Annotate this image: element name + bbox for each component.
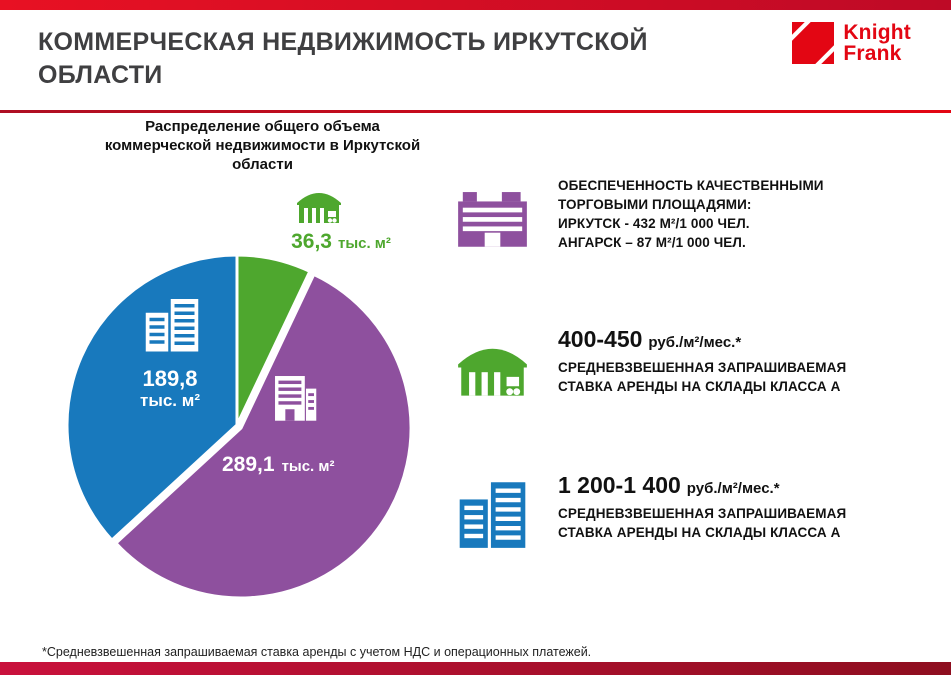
city-buildings-icon [455,476,530,551]
knight-frank-logo-icon [792,22,835,64]
office-building-icon [267,368,322,423]
green-slice-value: 36,3 [291,230,332,253]
green-slice-unit: тыс. м² [337,235,391,252]
footnote: *Средневзвешенная запрашиваемая ставка а… [42,645,592,659]
pie-label-purple: 289,1 тыс. м² [222,453,392,477]
pie-chart [65,253,413,600]
warehouse-icon [455,330,530,405]
shopping-mall-icon [455,178,530,253]
office-rate-desc: СРЕДНЕВЗВЕШЕННАЯ ЗАПРАШИВАЕМАЯ СТАВКА АР… [558,506,847,540]
retail-provision-text: ОБЕСПЕЧЕННОСТЬ КАЧЕСТВЕННЫМИ ТОРГОВЫМИ П… [558,178,824,250]
purple-slice-unit: тыс. м² [281,458,335,475]
logo-word-knight: Knight [843,21,911,44]
blue-slice-unit: тыс. м² [140,391,200,411]
purple-slice-value: 289,1 [222,453,275,476]
pie-label-green: 36,3 тыс. м² [266,230,416,254]
logo-word-frank: Frank [843,42,902,65]
header-divider [0,110,951,113]
top-red-bar [0,0,951,10]
knight-frank-logo: Knight Frank [792,22,911,64]
knight-frank-logo-text: Knight Frank [843,22,911,64]
warehouse-rate-value: 400-450 руб./м²/мес.* [558,326,742,352]
bottom-red-bar [0,662,951,675]
pie-label-blue: 189,8 тыс. м² [105,366,235,411]
city-buildings-icon [142,294,202,354]
blue-slice-value: 189,8 [142,366,198,391]
office-rate-block: 1 200-1 400 руб./м²/мес.* СРЕДНЕВЗВЕШЕННА… [455,472,898,551]
chart-title: Распределение общего объема коммерческой… [104,118,421,173]
warehouse-rate-desc: СРЕДНЕВЗВЕШЕННАЯ ЗАПРАШИВАЕМАЯ СТАВКА АР… [558,360,847,394]
retail-provision-block: ОБЕСПЕЧЕННОСТЬ КАЧЕСТВЕННЫМИ ТОРГОВЫМИ П… [455,174,898,253]
page-title: КОММЕРЧЕСКАЯ НЕДВИЖИМОСТЬ ИРКУТСКОЙ ОБЛА… [38,28,648,89]
office-rate-value: 1 200-1 400 руб./м²/мес.* [558,472,780,498]
warehouse-icon [288,181,350,229]
warehouse-rate-block: 400-450 руб./м²/мес.* СРЕДНЕВЗВЕШЕННАЯ ЗА… [455,326,898,405]
